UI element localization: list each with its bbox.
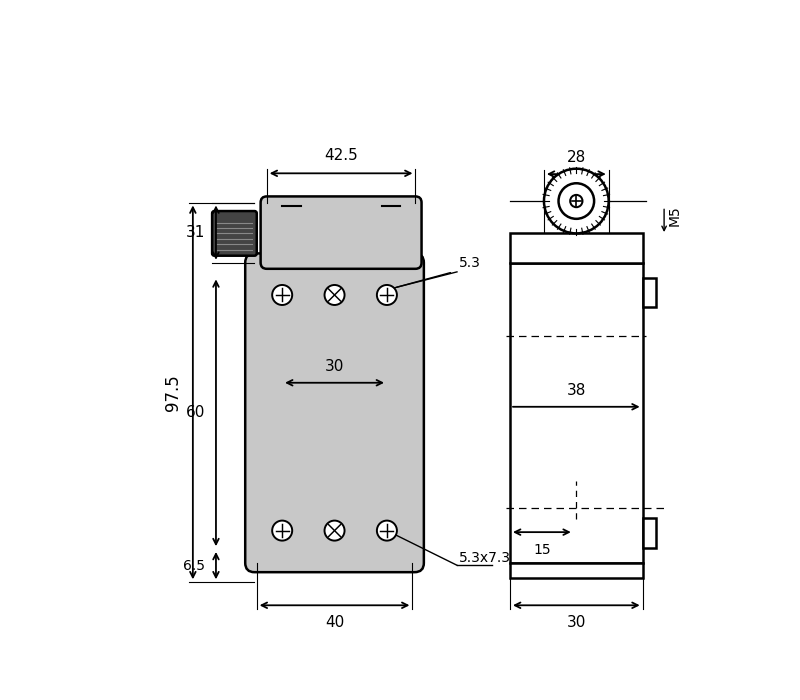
FancyBboxPatch shape bbox=[246, 253, 424, 572]
Circle shape bbox=[570, 195, 582, 207]
Circle shape bbox=[544, 169, 609, 233]
Text: 38: 38 bbox=[566, 382, 586, 398]
Bar bbox=[510, 563, 642, 578]
Circle shape bbox=[325, 285, 345, 305]
Circle shape bbox=[272, 285, 292, 305]
Text: 6.5: 6.5 bbox=[183, 559, 205, 573]
Text: 28: 28 bbox=[566, 150, 586, 165]
Bar bbox=[642, 278, 657, 307]
Circle shape bbox=[325, 521, 345, 540]
Text: 60: 60 bbox=[186, 405, 205, 420]
Text: 5.3: 5.3 bbox=[459, 256, 481, 270]
Text: 30: 30 bbox=[325, 358, 344, 374]
Bar bbox=[510, 262, 642, 563]
FancyBboxPatch shape bbox=[212, 211, 257, 256]
Text: 40: 40 bbox=[325, 615, 344, 629]
Circle shape bbox=[558, 183, 594, 219]
Text: 30: 30 bbox=[566, 615, 586, 629]
Bar bbox=[642, 518, 657, 547]
Text: 5.3x7.3: 5.3x7.3 bbox=[459, 552, 511, 566]
Text: 97.5: 97.5 bbox=[164, 374, 182, 411]
Circle shape bbox=[377, 285, 397, 305]
Text: 31: 31 bbox=[186, 225, 205, 240]
FancyBboxPatch shape bbox=[261, 197, 422, 269]
Circle shape bbox=[272, 521, 292, 540]
Circle shape bbox=[377, 521, 397, 540]
Text: 42.5: 42.5 bbox=[324, 148, 358, 162]
Bar bbox=[510, 233, 642, 262]
Text: 15: 15 bbox=[533, 543, 550, 557]
Text: M5: M5 bbox=[668, 205, 682, 226]
